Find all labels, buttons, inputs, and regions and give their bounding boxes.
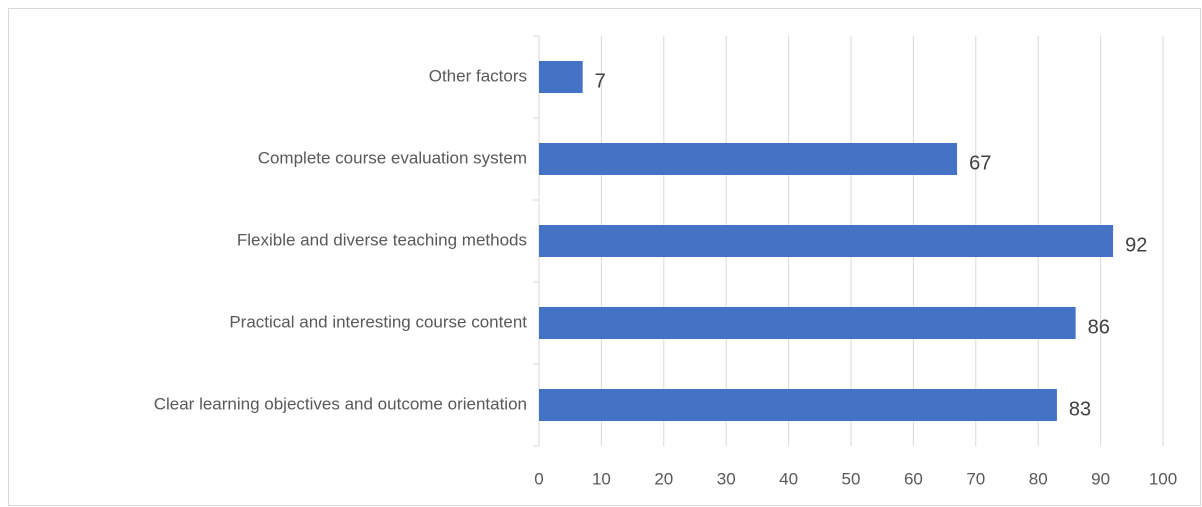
bar <box>539 389 1057 421</box>
x-tick-label: 70 <box>966 469 985 488</box>
x-tick-label: 0 <box>534 469 543 488</box>
bar <box>539 225 1114 257</box>
bar <box>539 307 1076 339</box>
bar <box>539 61 583 93</box>
x-tick-label: 10 <box>592 469 611 488</box>
y-tick-label: Flexible and diverse teaching methods <box>237 230 527 249</box>
x-tick-label: 80 <box>1029 469 1048 488</box>
y-tick-label: Other factors <box>429 66 527 85</box>
x-tick-label: 20 <box>654 469 673 488</box>
x-tick-label: 90 <box>1091 469 1110 488</box>
value-label: 92 <box>1125 234 1147 256</box>
x-tick-label: 40 <box>779 469 798 488</box>
x-tick-label: 50 <box>842 469 861 488</box>
x-tick-label: 100 <box>1149 469 1177 488</box>
value-label: 86 <box>1088 316 1110 338</box>
value-label: 7 <box>595 70 606 92</box>
value-label: 83 <box>1069 398 1091 420</box>
y-tick-label: Complete course evaluation system <box>258 148 527 167</box>
x-tick-label: 60 <box>904 469 923 488</box>
x-tick-label: 30 <box>717 469 736 488</box>
y-tick-label: Clear learning objectives and outcome or… <box>154 394 527 413</box>
y-tick-label: Practical and interesting course content <box>229 312 527 331</box>
bar <box>539 143 958 175</box>
value-label: 67 <box>969 152 991 174</box>
